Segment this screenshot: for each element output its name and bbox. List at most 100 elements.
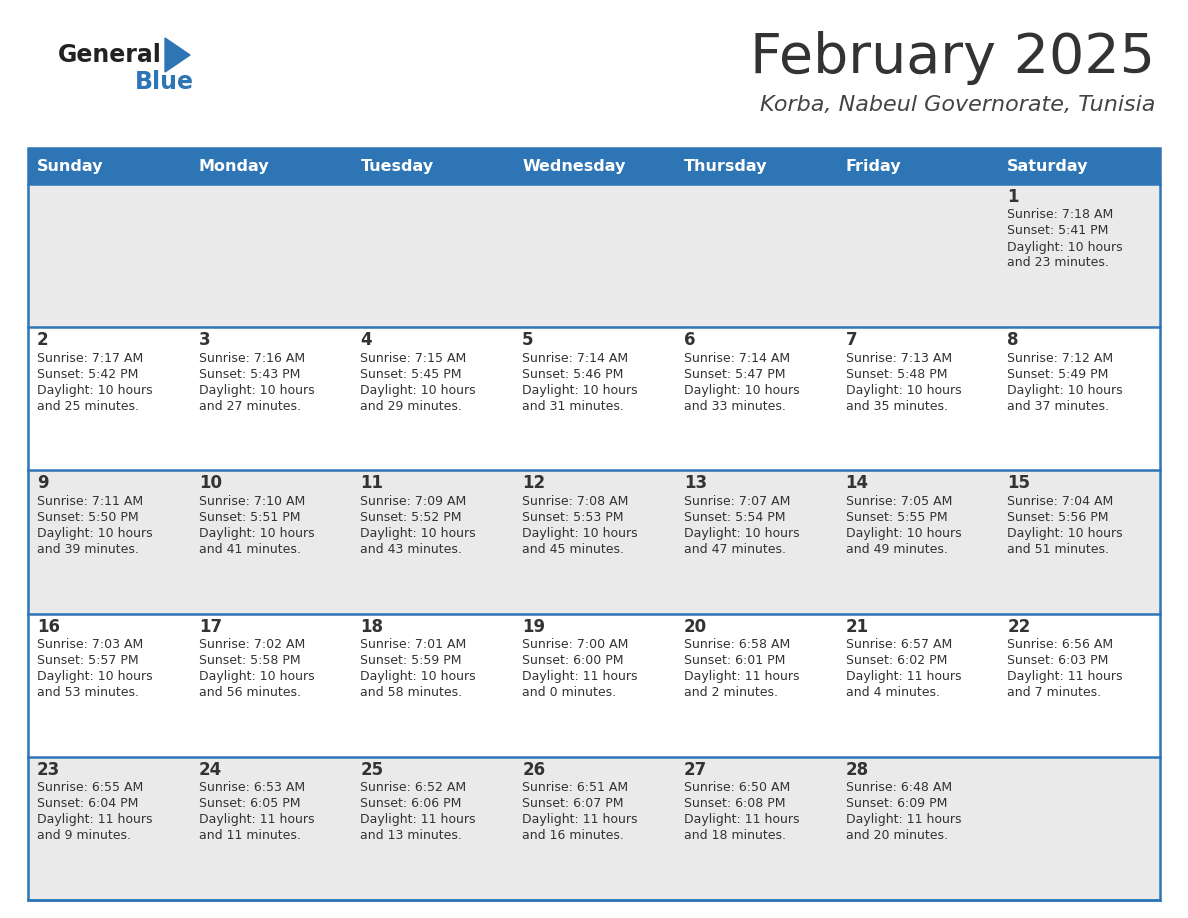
Text: and 58 minutes.: and 58 minutes. bbox=[360, 686, 462, 700]
Text: and 11 minutes.: and 11 minutes. bbox=[198, 829, 301, 843]
Text: and 51 minutes.: and 51 minutes. bbox=[1007, 543, 1110, 556]
Text: Sunset: 5:52 PM: Sunset: 5:52 PM bbox=[360, 511, 462, 524]
Text: and 7 minutes.: and 7 minutes. bbox=[1007, 686, 1101, 700]
Text: 3: 3 bbox=[198, 331, 210, 349]
Text: and 53 minutes.: and 53 minutes. bbox=[37, 686, 139, 700]
Text: Daylight: 11 hours: Daylight: 11 hours bbox=[684, 813, 800, 826]
Bar bbox=[675, 148, 836, 184]
Text: and 47 minutes.: and 47 minutes. bbox=[684, 543, 785, 556]
Text: Daylight: 11 hours: Daylight: 11 hours bbox=[198, 813, 314, 826]
Text: Monday: Monday bbox=[198, 159, 270, 174]
Text: Sunrise: 7:07 AM: Sunrise: 7:07 AM bbox=[684, 495, 790, 508]
Text: 19: 19 bbox=[523, 618, 545, 635]
Text: Daylight: 10 hours: Daylight: 10 hours bbox=[198, 670, 315, 683]
Text: General: General bbox=[58, 43, 162, 67]
Bar bbox=[29, 470, 1159, 613]
Text: Daylight: 10 hours: Daylight: 10 hours bbox=[198, 384, 315, 397]
Text: Sunrise: 7:15 AM: Sunrise: 7:15 AM bbox=[360, 352, 467, 364]
Text: Sunrise: 7:04 AM: Sunrise: 7:04 AM bbox=[1007, 495, 1113, 508]
Text: Daylight: 10 hours: Daylight: 10 hours bbox=[360, 384, 476, 397]
Text: Daylight: 10 hours: Daylight: 10 hours bbox=[846, 384, 961, 397]
Text: Daylight: 11 hours: Daylight: 11 hours bbox=[846, 813, 961, 826]
Text: 11: 11 bbox=[360, 475, 384, 492]
Text: and 18 minutes.: and 18 minutes. bbox=[684, 829, 785, 843]
Text: Sunrise: 7:02 AM: Sunrise: 7:02 AM bbox=[198, 638, 305, 651]
Text: Sunset: 6:04 PM: Sunset: 6:04 PM bbox=[37, 798, 138, 811]
Text: Sunset: 6:08 PM: Sunset: 6:08 PM bbox=[684, 798, 785, 811]
Text: Wednesday: Wednesday bbox=[523, 159, 626, 174]
Text: Sunrise: 6:56 AM: Sunrise: 6:56 AM bbox=[1007, 638, 1113, 651]
Text: 10: 10 bbox=[198, 475, 222, 492]
Text: Daylight: 10 hours: Daylight: 10 hours bbox=[684, 384, 800, 397]
Text: Sunrise: 7:03 AM: Sunrise: 7:03 AM bbox=[37, 638, 144, 651]
Text: Sunset: 5:59 PM: Sunset: 5:59 PM bbox=[360, 655, 462, 667]
Text: Daylight: 10 hours: Daylight: 10 hours bbox=[360, 527, 476, 540]
Polygon shape bbox=[165, 38, 190, 72]
Text: Sunset: 6:06 PM: Sunset: 6:06 PM bbox=[360, 798, 462, 811]
Text: Daylight: 10 hours: Daylight: 10 hours bbox=[37, 384, 152, 397]
Text: Sunset: 5:56 PM: Sunset: 5:56 PM bbox=[1007, 511, 1108, 524]
Bar bbox=[29, 756, 1159, 900]
Text: Sunset: 5:45 PM: Sunset: 5:45 PM bbox=[360, 368, 462, 381]
Text: Daylight: 11 hours: Daylight: 11 hours bbox=[1007, 670, 1123, 683]
Text: Sunset: 5:49 PM: Sunset: 5:49 PM bbox=[1007, 368, 1108, 381]
Text: and 49 minutes.: and 49 minutes. bbox=[846, 543, 948, 556]
Text: and 33 minutes.: and 33 minutes. bbox=[684, 399, 785, 413]
Text: 20: 20 bbox=[684, 618, 707, 635]
Text: 21: 21 bbox=[846, 618, 868, 635]
Text: and 31 minutes.: and 31 minutes. bbox=[523, 399, 624, 413]
Text: Sunset: 5:54 PM: Sunset: 5:54 PM bbox=[684, 511, 785, 524]
Text: Sunrise: 7:05 AM: Sunrise: 7:05 AM bbox=[846, 495, 952, 508]
Text: Sunset: 5:57 PM: Sunset: 5:57 PM bbox=[37, 655, 139, 667]
Text: Sunrise: 7:14 AM: Sunrise: 7:14 AM bbox=[684, 352, 790, 364]
Text: Daylight: 10 hours: Daylight: 10 hours bbox=[1007, 384, 1123, 397]
Text: Sunset: 6:05 PM: Sunset: 6:05 PM bbox=[198, 798, 301, 811]
Text: Daylight: 11 hours: Daylight: 11 hours bbox=[846, 670, 961, 683]
Bar bbox=[190, 148, 352, 184]
Text: Sunset: 6:03 PM: Sunset: 6:03 PM bbox=[1007, 655, 1108, 667]
Text: Sunrise: 7:00 AM: Sunrise: 7:00 AM bbox=[523, 638, 628, 651]
Text: and 0 minutes.: and 0 minutes. bbox=[523, 686, 617, 700]
Text: Sunrise: 6:50 AM: Sunrise: 6:50 AM bbox=[684, 781, 790, 794]
Text: 9: 9 bbox=[37, 475, 49, 492]
Text: February 2025: February 2025 bbox=[750, 31, 1155, 85]
Text: and 20 minutes.: and 20 minutes. bbox=[846, 829, 948, 843]
Text: Sunset: 5:51 PM: Sunset: 5:51 PM bbox=[198, 511, 301, 524]
Bar bbox=[998, 148, 1159, 184]
Text: 12: 12 bbox=[523, 475, 545, 492]
Text: and 4 minutes.: and 4 minutes. bbox=[846, 686, 940, 700]
Text: Sunset: 5:47 PM: Sunset: 5:47 PM bbox=[684, 368, 785, 381]
Text: 22: 22 bbox=[1007, 618, 1030, 635]
Text: and 35 minutes.: and 35 minutes. bbox=[846, 399, 948, 413]
Text: Sunset: 5:41 PM: Sunset: 5:41 PM bbox=[1007, 225, 1108, 238]
Text: and 2 minutes.: and 2 minutes. bbox=[684, 686, 778, 700]
Text: Daylight: 10 hours: Daylight: 10 hours bbox=[1007, 241, 1123, 253]
Text: Sunrise: 6:51 AM: Sunrise: 6:51 AM bbox=[523, 781, 628, 794]
Bar bbox=[836, 148, 998, 184]
Bar bbox=[352, 148, 513, 184]
Text: Daylight: 10 hours: Daylight: 10 hours bbox=[523, 527, 638, 540]
Text: Thursday: Thursday bbox=[684, 159, 767, 174]
Text: and 29 minutes.: and 29 minutes. bbox=[360, 399, 462, 413]
Text: Daylight: 11 hours: Daylight: 11 hours bbox=[523, 670, 638, 683]
Text: and 27 minutes.: and 27 minutes. bbox=[198, 399, 301, 413]
Text: Sunset: 6:02 PM: Sunset: 6:02 PM bbox=[846, 655, 947, 667]
Text: Sunrise: 7:12 AM: Sunrise: 7:12 AM bbox=[1007, 352, 1113, 364]
Text: Sunset: 6:00 PM: Sunset: 6:00 PM bbox=[523, 655, 624, 667]
Text: Sunrise: 7:14 AM: Sunrise: 7:14 AM bbox=[523, 352, 628, 364]
Text: Daylight: 10 hours: Daylight: 10 hours bbox=[1007, 527, 1123, 540]
Text: Sunset: 5:53 PM: Sunset: 5:53 PM bbox=[523, 511, 624, 524]
Text: Daylight: 11 hours: Daylight: 11 hours bbox=[360, 813, 476, 826]
Bar bbox=[29, 327, 1159, 470]
Text: and 43 minutes.: and 43 minutes. bbox=[360, 543, 462, 556]
Bar bbox=[29, 613, 1159, 756]
Text: 15: 15 bbox=[1007, 475, 1030, 492]
Text: and 9 minutes.: and 9 minutes. bbox=[37, 829, 131, 843]
Text: Sunrise: 6:53 AM: Sunrise: 6:53 AM bbox=[198, 781, 305, 794]
Text: Sunset: 5:43 PM: Sunset: 5:43 PM bbox=[198, 368, 301, 381]
Text: Sunrise: 6:58 AM: Sunrise: 6:58 AM bbox=[684, 638, 790, 651]
Text: Sunrise: 7:17 AM: Sunrise: 7:17 AM bbox=[37, 352, 144, 364]
Text: Saturday: Saturday bbox=[1007, 159, 1088, 174]
Text: Sunset: 5:55 PM: Sunset: 5:55 PM bbox=[846, 511, 947, 524]
Text: Sunrise: 7:18 AM: Sunrise: 7:18 AM bbox=[1007, 208, 1113, 221]
